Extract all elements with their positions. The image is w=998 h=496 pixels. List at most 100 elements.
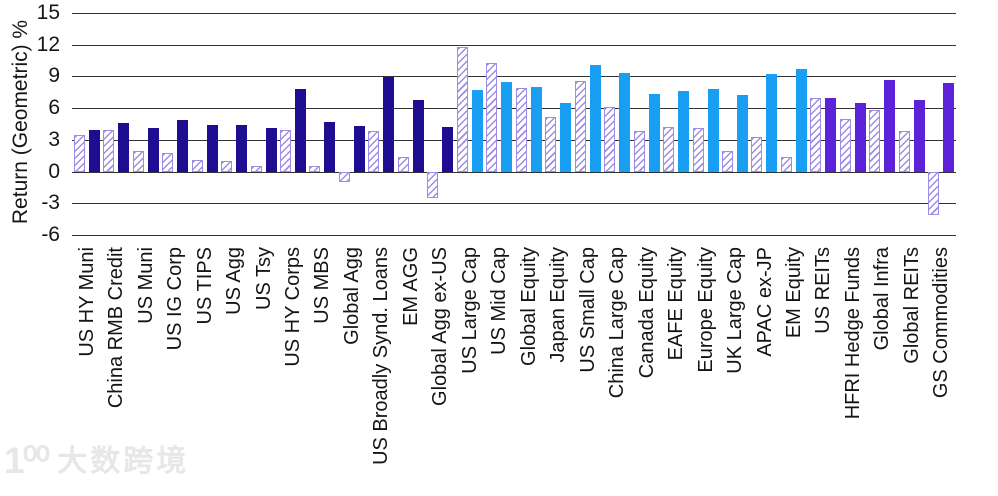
- x-axis-category: Japan Equity: [544, 247, 573, 475]
- x-axis-category: US Muni: [131, 247, 160, 475]
- solid-bar: [854, 102, 866, 172]
- y-tick-label: 12: [36, 32, 60, 56]
- watermark-logo-icon: 1⁰⁰: [4, 440, 50, 481]
- solid-bar: [560, 102, 572, 172]
- y-tick-label: 6: [48, 96, 60, 120]
- x-axis-category: US Tsy: [249, 247, 278, 475]
- x-axis-category: Global Agg: [337, 247, 366, 475]
- solid-bar: [766, 74, 778, 172]
- solid-bar: [412, 99, 424, 172]
- x-axis-category: US TIPS: [190, 247, 219, 475]
- x-axis-category: US REITs: [809, 247, 838, 475]
- x-axis-label: Global Agg: [340, 247, 363, 345]
- grid-line: [72, 171, 956, 173]
- y-tick-label: 0: [48, 159, 60, 183]
- x-axis-category: Global Infra: [868, 247, 897, 475]
- solid-bar: [383, 77, 395, 172]
- x-axis-category: GS Commodities: [927, 247, 956, 475]
- plot-area: [72, 13, 956, 236]
- hatched-bar: [633, 131, 645, 172]
- x-axis-label: US MBS: [311, 247, 334, 324]
- grid-line: [72, 139, 956, 141]
- solid-bar: [825, 97, 837, 172]
- y-tick-label: 9: [48, 64, 60, 88]
- hatched-bar: [309, 166, 321, 172]
- x-axis-label: Europe Equity: [694, 247, 717, 373]
- y-axis-tick-labels: 15 12 9 6 3 0 -3 -6: [0, 0, 62, 260]
- x-axis-category: Global Agg ex-US: [426, 247, 455, 475]
- x-axis-label: Global REITs: [900, 247, 923, 364]
- x-axis-label: US IG Corp: [164, 247, 187, 351]
- x-axis-category: US Large Cap: [455, 247, 484, 475]
- x-axis-category: EM Equity: [779, 247, 808, 475]
- solid-bar: [589, 64, 601, 172]
- hatched-bar: [280, 130, 291, 172]
- x-axis-label: US Muni: [134, 247, 157, 324]
- x-axis-label: HFRI Hedge Funds: [841, 247, 864, 420]
- hatched-bar: [427, 171, 439, 198]
- x-axis-label: US Broadly Synd. Loans: [370, 247, 393, 465]
- x-axis-category: US IG Corp: [160, 247, 189, 475]
- solid-bar: [442, 127, 454, 172]
- x-axis-category: US Broadly Synd. Loans: [367, 247, 396, 475]
- y-tick-label: 15: [36, 1, 60, 24]
- solid-bar: [795, 69, 807, 172]
- x-axis-label: EM Equity: [782, 247, 805, 339]
- x-axis-category: APAC ex-JP: [750, 247, 779, 475]
- solid-bar: [501, 81, 513, 172]
- x-axis-label: China RMB Credit: [105, 247, 128, 409]
- solid-bar: [913, 99, 925, 172]
- x-axis-category: US HY Muni: [72, 247, 101, 475]
- x-axis-category: Global REITs: [897, 247, 926, 475]
- x-axis-category: US HY Corps: [278, 247, 307, 475]
- hatched-bar: [191, 159, 203, 172]
- x-axis-label: UK Large Cap: [724, 247, 747, 374]
- solid-bar: [884, 79, 896, 172]
- x-axis-category: Global Equity: [514, 247, 543, 475]
- solid-bar: [88, 130, 100, 172]
- x-axis-label: Japan Equity: [547, 247, 570, 363]
- hatched-bar: [515, 88, 527, 172]
- hatched-bar: [692, 128, 704, 172]
- hatched-bar: [73, 134, 85, 172]
- hatched-bar: [722, 151, 733, 172]
- x-axis-label: China Large Cap: [606, 247, 629, 399]
- x-axis-category: US Agg: [219, 247, 248, 475]
- hatched-bar: [898, 131, 910, 172]
- grid-line: [72, 76, 956, 78]
- x-axis-label: US Large Cap: [458, 247, 481, 374]
- x-axis-label: Global Equity: [517, 247, 540, 366]
- hatched-bar: [103, 130, 115, 172]
- solid-bar: [265, 128, 277, 172]
- hatched-bar: [486, 62, 498, 172]
- hatched-bar: [368, 131, 380, 172]
- x-axis-label: US Mid Cap: [488, 247, 511, 355]
- x-axis-label: Global Agg ex-US: [429, 247, 452, 406]
- x-axis-label: APAC ex-JP: [753, 247, 776, 357]
- hatched-bar: [751, 136, 763, 172]
- solid-bar: [177, 119, 189, 172]
- hatched-bar: [604, 107, 616, 172]
- x-axis-label: Canada Equity: [635, 247, 658, 379]
- y-tick-label: -3: [41, 191, 60, 215]
- hatched-bar: [780, 156, 792, 172]
- hatched-bar: [869, 110, 881, 172]
- x-axis-category: HFRI Hedge Funds: [838, 247, 867, 475]
- x-axis-label: Global Infra: [871, 247, 894, 351]
- x-axis-label: US TIPS: [193, 247, 216, 325]
- x-axis-label: US REITs: [812, 247, 835, 334]
- hatched-bar: [162, 152, 174, 172]
- x-axis-label: GS Commodities: [930, 247, 953, 399]
- grid-line: [72, 44, 956, 46]
- x-axis-category: Canada Equity: [632, 247, 661, 475]
- x-axis-category: EAFE Equity: [661, 247, 690, 475]
- hatched-bar: [250, 166, 262, 172]
- hatched-bar: [397, 156, 409, 172]
- solid-bar: [295, 89, 306, 172]
- hatched-bar: [928, 171, 940, 215]
- x-axis-label: US Tsy: [252, 247, 275, 310]
- grid-line: [72, 108, 956, 110]
- solid-bar: [147, 128, 159, 172]
- solid-bar: [678, 91, 690, 172]
- solid-bar: [206, 125, 218, 172]
